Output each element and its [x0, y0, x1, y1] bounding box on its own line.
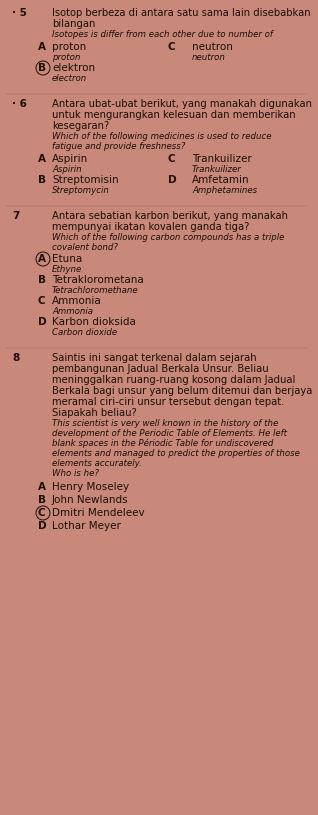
- Text: Streptomycin: Streptomycin: [52, 186, 110, 195]
- Text: Who is he?: Who is he?: [52, 469, 99, 478]
- Text: B: B: [38, 63, 46, 73]
- Text: Lothar Meyer: Lothar Meyer: [52, 521, 121, 531]
- Text: kesegaran?: kesegaran?: [52, 121, 109, 131]
- Text: D: D: [38, 317, 47, 327]
- Text: Berkala bagi unsur yang belum ditemui dan berjaya: Berkala bagi unsur yang belum ditemui da…: [52, 386, 312, 396]
- Text: bilangan: bilangan: [52, 19, 95, 29]
- Text: pembangunan Jadual Berkala Unsur. Beliau: pembangunan Jadual Berkala Unsur. Beliau: [52, 364, 269, 374]
- Text: Antara ubat-ubat berikut, yang manakah digunakan: Antara ubat-ubat berikut, yang manakah d…: [52, 99, 312, 109]
- Text: 7: 7: [12, 211, 19, 221]
- Text: proton: proton: [52, 53, 80, 62]
- Text: Carbon dioxide: Carbon dioxide: [52, 328, 117, 337]
- Text: neutron: neutron: [192, 42, 233, 52]
- Text: Aspirin: Aspirin: [52, 154, 88, 164]
- Text: Antara sebatian karbon berikut, yang manakah: Antara sebatian karbon berikut, yang man…: [52, 211, 288, 221]
- Text: Tetrachloromethane: Tetrachloromethane: [52, 286, 139, 295]
- Text: John Newlands: John Newlands: [52, 495, 128, 505]
- Text: 8: 8: [12, 353, 19, 363]
- Text: Amphetamines: Amphetamines: [192, 186, 257, 195]
- Text: Dmitri Mendeleev: Dmitri Mendeleev: [52, 508, 145, 518]
- Text: This scientist is very well known in the history of the: This scientist is very well known in the…: [52, 419, 278, 428]
- Text: Ammonia: Ammonia: [52, 296, 102, 306]
- Text: D: D: [38, 521, 47, 531]
- Text: Streptomisin: Streptomisin: [52, 175, 119, 185]
- Text: development of the Periodic Table of Elements. He left: development of the Periodic Table of Ele…: [52, 429, 287, 438]
- Text: Henry Moseley: Henry Moseley: [52, 482, 129, 492]
- Text: Trankuilizer: Trankuilizer: [192, 154, 252, 164]
- Text: A: A: [38, 154, 46, 164]
- Text: Ammonia: Ammonia: [52, 307, 93, 316]
- Text: B: B: [38, 175, 46, 185]
- Text: B: B: [38, 275, 46, 285]
- Text: Siapakah beliau?: Siapakah beliau?: [52, 408, 137, 418]
- Text: meninggalkan ruang-ruang kosong dalam Jadual: meninggalkan ruang-ruang kosong dalam Ja…: [52, 375, 295, 385]
- Text: blank spaces in the Périodic Table for undiscovered: blank spaces in the Périodic Table for u…: [52, 439, 273, 448]
- Text: meramal ciri-ciri unsur tersebut dengan tepat.: meramal ciri-ciri unsur tersebut dengan …: [52, 397, 284, 407]
- Text: untuk mengurangkan kelesuan dan memberikan: untuk mengurangkan kelesuan dan memberik…: [52, 110, 296, 120]
- Text: Isotopes is differ from each other due to number of: Isotopes is differ from each other due t…: [52, 30, 273, 39]
- Text: Amfetamin: Amfetamin: [192, 175, 250, 185]
- Text: A: A: [38, 254, 46, 264]
- Text: · 6: · 6: [12, 99, 27, 109]
- Text: · 5: · 5: [12, 8, 27, 18]
- Text: Which of the following carbon compounds has a triple: Which of the following carbon compounds …: [52, 233, 284, 242]
- Text: electron: electron: [52, 74, 87, 83]
- Text: Tetraklorometana: Tetraklorometana: [52, 275, 144, 285]
- Text: fatigue and provide freshness?: fatigue and provide freshness?: [52, 142, 185, 151]
- Text: C: C: [38, 508, 45, 518]
- Text: Ethyne: Ethyne: [52, 265, 82, 274]
- Text: Which of the following medicines is used to reduce: Which of the following medicines is used…: [52, 132, 272, 141]
- Text: proton: proton: [52, 42, 86, 52]
- Text: neutron: neutron: [192, 53, 226, 62]
- Text: Aspirin: Aspirin: [52, 165, 82, 174]
- Text: covalent bond?: covalent bond?: [52, 243, 118, 252]
- Text: C: C: [168, 154, 176, 164]
- Text: D: D: [168, 175, 176, 185]
- Text: mempunyai ikatan kovalen ganda tiga?: mempunyai ikatan kovalen ganda tiga?: [52, 222, 249, 232]
- Text: Saintis ini sangat terkenal dalam sejarah: Saintis ini sangat terkenal dalam sejara…: [52, 353, 257, 363]
- Text: elektron: elektron: [52, 63, 95, 73]
- Text: C: C: [168, 42, 176, 52]
- Text: B: B: [38, 495, 46, 505]
- Text: Isotop berbeza di antara satu sama lain disebabkan: Isotop berbeza di antara satu sama lain …: [52, 8, 311, 18]
- Text: Karbon dioksida: Karbon dioksida: [52, 317, 136, 327]
- Text: C: C: [38, 296, 45, 306]
- Text: elements and managed to predict the properties of those: elements and managed to predict the prop…: [52, 449, 300, 458]
- Text: Trankuilizer: Trankuilizer: [192, 165, 242, 174]
- Text: A: A: [38, 42, 46, 52]
- Text: A: A: [38, 482, 46, 492]
- Text: Etuna: Etuna: [52, 254, 82, 264]
- Text: elements accurately.: elements accurately.: [52, 459, 142, 468]
